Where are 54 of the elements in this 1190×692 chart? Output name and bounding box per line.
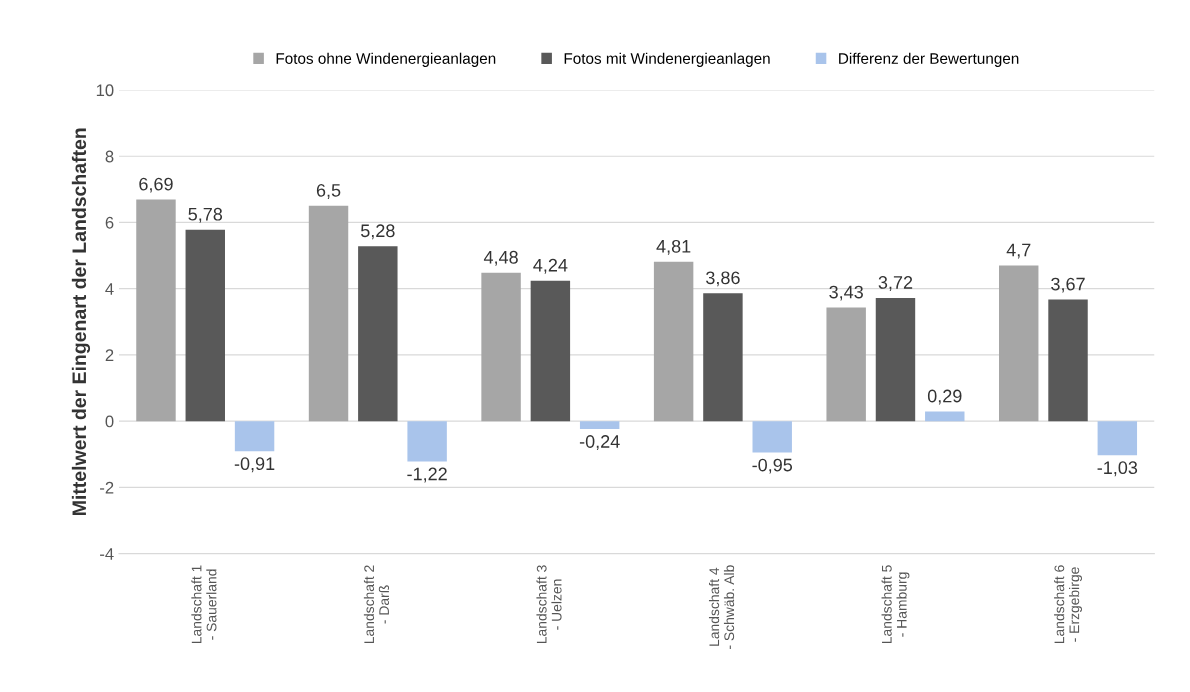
bar: [826, 307, 866, 422]
bar: [579, 421, 620, 430]
x-tick-label: Landschaft 1 - Sauerland: [191, 565, 217, 644]
bar: [999, 265, 1039, 422]
x-tick-label: Landschaft 4 - Schwäb. Alb: [708, 565, 735, 650]
bar: [481, 272, 521, 422]
y-axis-title: Mittelwert der Eingenart der Landschaften: [71, 128, 91, 515]
bar: [234, 421, 275, 452]
bar: [530, 280, 571, 422]
bar: [752, 421, 792, 453]
data-label: 3,43: [829, 285, 863, 301]
data-label: 4,24: [533, 258, 568, 274]
y-tick-label: 6: [105, 216, 114, 229]
data-label: 3,72: [878, 276, 913, 291]
bar: [1048, 299, 1088, 422]
data-label: 4,48: [483, 250, 518, 266]
x-tick-label: Landschaft 5 - Hamburg: [881, 565, 910, 644]
y-tick-label: 10: [96, 84, 114, 97]
data-label: 3,86: [706, 271, 740, 287]
data-label: -0,91: [234, 457, 275, 473]
data-label: -1,03: [1097, 461, 1138, 477]
data-label: -0,95: [752, 458, 793, 474]
x-tick-label: Landschaft 3 - Uelzen: [536, 565, 562, 644]
legend-label: Fotos ohne Windenergieanlagen: [276, 52, 496, 67]
bar: [703, 293, 743, 422]
y-tick-label: -4: [100, 548, 114, 560]
bar: [1097, 421, 1138, 456]
data-label: 0,29: [927, 389, 962, 405]
data-label: 3,67: [1051, 277, 1085, 293]
bar: [136, 199, 176, 422]
y-tick-label: 0: [105, 415, 114, 428]
legend-label: Differenz der Bewertungen: [839, 52, 1019, 67]
data-label: -1,22: [407, 467, 447, 483]
y-tick-label: -2: [100, 481, 114, 494]
data-label: 5,78: [188, 207, 223, 223]
data-label: 4,7: [1006, 243, 1031, 259]
bar: [875, 297, 916, 422]
legend-label: Fotos mit Windenergieanlagen: [564, 52, 770, 67]
y-tick-label: 8: [105, 150, 114, 163]
bar: [925, 411, 965, 422]
data-label: 6,5: [316, 183, 341, 199]
x-tick-label: Landschaft 2 - Darß: [363, 565, 390, 644]
data-label: 6,69: [139, 177, 173, 193]
bar: [653, 261, 694, 422]
y-tick-label: 4: [105, 283, 114, 295]
bar: [185, 229, 225, 422]
bar: [407, 421, 447, 462]
y-tick-label: 2: [105, 349, 114, 361]
data-label: -0,24: [579, 435, 620, 451]
data-label: 5,28: [360, 224, 395, 240]
x-tick-label: Landschaft 6 - Erzgebirge: [1054, 565, 1082, 644]
bar: [358, 246, 398, 422]
data-label: 4,81: [656, 239, 691, 255]
bar: [308, 205, 349, 422]
